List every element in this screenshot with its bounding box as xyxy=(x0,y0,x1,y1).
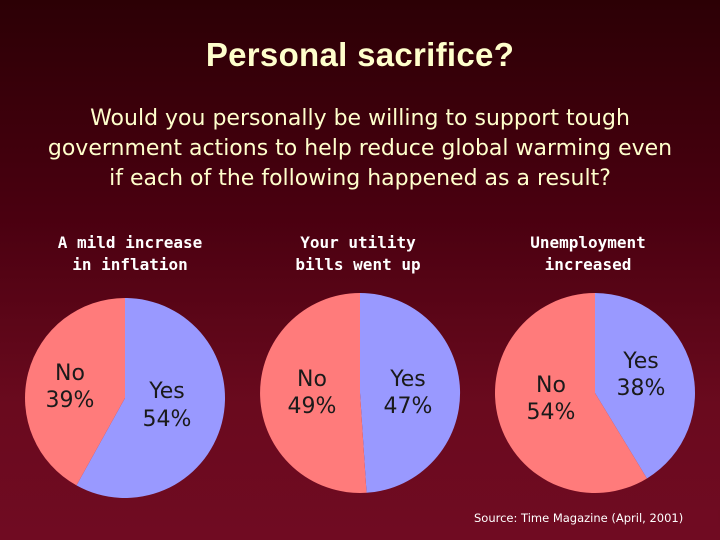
pie-label-line: bills went up xyxy=(295,255,421,274)
slice-name-no: No xyxy=(55,361,85,386)
pie-slice-no xyxy=(260,293,367,493)
pie-slice-yes xyxy=(360,293,461,493)
slice-value-no: 39% xyxy=(46,388,95,413)
slice-value-no: 49% xyxy=(288,394,337,419)
pie-label-line: A mild increase xyxy=(57,233,203,252)
pie-slice-yes xyxy=(76,298,226,498)
pie-slice-yes xyxy=(595,293,695,479)
pie-label-inflation: A mild increase in inflation xyxy=(20,232,240,276)
slice-value-yes: 47% xyxy=(384,394,433,419)
pie-chart-inflation: No 39% Yes 54% xyxy=(25,298,226,498)
slice-name-yes: Yes xyxy=(622,349,659,374)
slice-name-no: No xyxy=(536,373,566,398)
slice-value-no: 54% xyxy=(527,400,576,425)
pie-label-line: Unemployment xyxy=(530,233,646,252)
survey-question: Would you personally be willing to suppo… xyxy=(47,106,673,191)
pie-label-utility: Your utility bills went up xyxy=(248,232,468,276)
slice-name-yes: Yes xyxy=(148,379,185,404)
pie-label-unemployment: Unemployment increased xyxy=(478,232,698,276)
source-note: Source: Time Magazine (April, 2001) xyxy=(470,510,718,526)
pie-label-line: increased xyxy=(544,255,632,274)
pie-slice-no xyxy=(494,293,647,493)
pie-chart-unemployment: No 54% Yes 38% xyxy=(494,293,695,493)
slice-value-yes: 38% xyxy=(617,376,666,401)
pie-label-line: in inflation xyxy=(72,255,188,274)
pie-chart-utility: No 49% Yes 47% xyxy=(260,293,461,493)
slice-name-yes: Yes xyxy=(389,367,426,392)
slice-value-yes: 54% xyxy=(143,407,192,432)
slice-name-no: No xyxy=(297,367,327,392)
pie-label-line: Your utility xyxy=(300,233,416,252)
pie-slice-no xyxy=(25,298,125,486)
page-title: Personal sacrifice? xyxy=(205,36,515,73)
